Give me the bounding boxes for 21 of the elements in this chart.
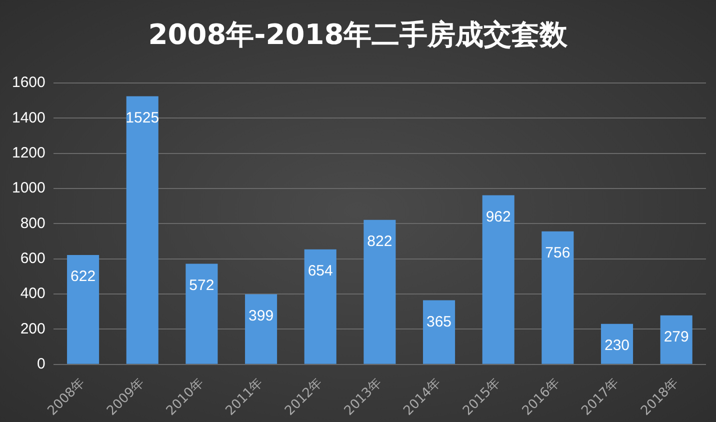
data-label: 622 bbox=[70, 268, 96, 286]
data-label: 822 bbox=[367, 232, 392, 250]
data-label: 279 bbox=[664, 328, 689, 346]
data-label: 962 bbox=[486, 208, 511, 226]
data-label: 365 bbox=[426, 313, 452, 330]
y-tick-label: 1400 bbox=[12, 109, 46, 126]
chart-title: 2008年-2018年二手房成交套数 bbox=[147, 17, 569, 53]
data-label: 399 bbox=[248, 307, 274, 324]
data-label: 756 bbox=[545, 244, 570, 262]
data-label: 572 bbox=[189, 276, 214, 294]
y-tick-label: 1000 bbox=[12, 180, 46, 197]
y-tick-label: 600 bbox=[20, 250, 46, 268]
data-label: 230 bbox=[604, 337, 630, 354]
data-label: 1525 bbox=[126, 109, 160, 126]
y-tick-label: 0 bbox=[37, 356, 46, 373]
y-tick-label: 400 bbox=[20, 285, 46, 302]
y-tick-label: 1600 bbox=[12, 74, 46, 92]
y-tick-label: 200 bbox=[20, 320, 46, 338]
data-label: 654 bbox=[308, 262, 333, 280]
y-tick-label: 1200 bbox=[12, 144, 46, 162]
y-tick-label: 800 bbox=[20, 214, 46, 232]
